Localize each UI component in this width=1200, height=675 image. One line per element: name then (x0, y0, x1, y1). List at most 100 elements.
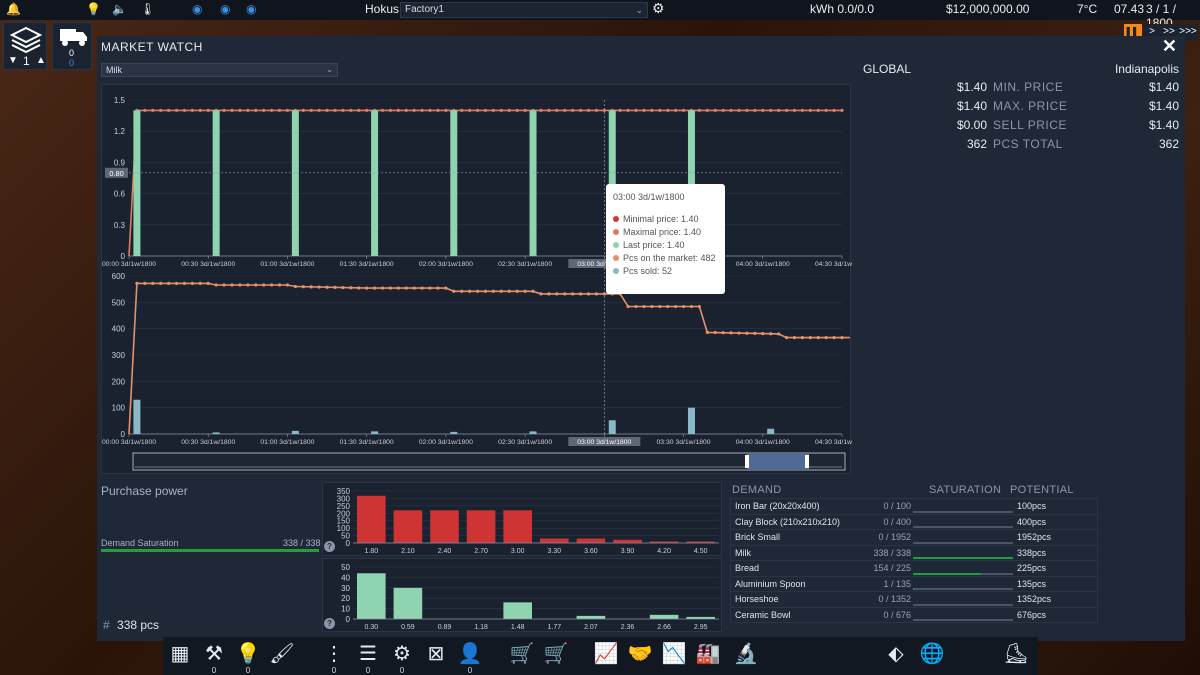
series-marker (309, 285, 313, 289)
series-marker (547, 292, 551, 296)
series-marker (531, 289, 535, 293)
help-icon-2[interactable]: ? (324, 618, 335, 629)
series-marker (357, 286, 361, 290)
visibility-eye-icon-1[interactable]: ◉ (192, 2, 203, 16)
bar (291, 110, 299, 257)
legend-dot-icon (613, 215, 619, 222)
series-marker (333, 285, 337, 290)
visibility-eye-icon-3[interactable]: ◉ (246, 2, 257, 16)
sell-cart-icon[interactable]: 🛒 (543, 643, 569, 665)
series-marker (650, 304, 654, 309)
settings-list-icon[interactable]: ⚙ (393, 643, 411, 665)
demand-row[interactable]: Clay Block (210x210x210) 0 / 400 400pcs (731, 515, 1097, 530)
thermometer-icon[interactable]: 🌡 (140, 2, 156, 16)
trucks-button[interactable]: 0 0 (52, 22, 92, 70)
globe-icon[interactable]: 🌐 (919, 643, 945, 665)
demand-saturation: 0 / 1352 (878, 594, 911, 604)
series-marker (246, 108, 250, 112)
series-marker (270, 108, 274, 112)
worker-person-icon[interactable]: 👤 (457, 643, 483, 665)
visibility-eye-icon-2[interactable]: ◉ (220, 2, 231, 16)
brick-wall-icon[interactable]: ▦ (170, 643, 190, 665)
y-tick-label: 200 (112, 377, 126, 386)
price-history-chart-panel[interactable]: 0 0.3 0.6 0.9 1.2 1.5 00:00 3d/1w/1800 00:30 3d… (101, 84, 869, 475)
demand-row[interactable]: Iron Bar (20x20x400) 0 / 100 100pcs (731, 499, 1097, 515)
layer-down-arrow[interactable]: ▼ (8, 55, 18, 66)
research-lightbulb-icon[interactable]: 💡 (235, 643, 261, 665)
demand-product-name: Aluminium Spoon (735, 578, 806, 589)
crate-icon[interactable]: ⊠ (427, 643, 445, 665)
navigator-right-handle (805, 455, 809, 468)
series-marker (182, 281, 187, 285)
demand-row[interactable]: Ceramic Bowl 0 / 676 676pcs (731, 608, 1097, 623)
legend-dot-icon (613, 241, 619, 248)
series-marker (325, 285, 329, 289)
market-trend-icon[interactable]: 📈 (593, 643, 619, 665)
tooltip-line-text: Pcs sold: 52 (623, 265, 673, 276)
series-marker (491, 289, 496, 293)
layers-button[interactable]: ▼ 1 ▲ (3, 22, 47, 70)
series-line (128, 109, 842, 257)
microscope-icon[interactable]: 🔬 (733, 643, 759, 665)
task-list-icon[interactable]: ☰ (359, 643, 377, 665)
series-marker (539, 108, 543, 112)
close-icon[interactable]: ✕ (1161, 36, 1177, 56)
paint-brush-icon[interactable]: 🖌 (269, 643, 295, 665)
market-chart-icon[interactable]: 📉 (661, 643, 687, 665)
bar (291, 430, 299, 434)
x-tick-label: 0.89 (438, 624, 452, 631)
speaker-icon[interactable]: 🔈 (112, 2, 127, 16)
series-marker (713, 330, 717, 335)
demand-row[interactable]: Horseshoe 0 / 1352 1352pcs (731, 592, 1097, 608)
series-marker (824, 336, 828, 340)
build-hammer-icon[interactable]: ⚒ (205, 643, 223, 665)
demand-saturation-label: Demand Saturation (101, 538, 179, 548)
exit-boot-icon[interactable]: ⛸ (1003, 643, 1029, 665)
series-marker (198, 281, 202, 285)
demand-saturation-value: 338 / 338 (283, 538, 321, 548)
series-marker (737, 108, 741, 112)
x-tick-label: 2.95 (694, 624, 708, 631)
x-tick-label: 03:00 3d/1w/1800 (577, 439, 631, 446)
histogram-bar (649, 614, 679, 619)
lightbulb-icon[interactable]: 💡 (86, 2, 101, 16)
handshake-icon[interactable]: 🤝 (627, 643, 653, 665)
alarm-bell-icon[interactable]: 🔔 (6, 2, 21, 16)
bar (529, 431, 537, 434)
x-tick-label: 01:00 3d/1w/1800 (260, 439, 314, 446)
histogram-bar (686, 541, 715, 543)
demand-potential: 400pcs (1017, 516, 1047, 527)
layers-icon (9, 26, 43, 54)
series-marker (412, 108, 416, 112)
demand-row[interactable]: Bread 154 / 225 225pcs (731, 561, 1097, 577)
factory-select-value: Factory1 (405, 4, 444, 15)
series-marker (658, 108, 662, 112)
demand-row[interactable]: Brick Small 0 / 1952 1952pcs (731, 530, 1097, 546)
series-marker (325, 108, 329, 112)
factory-stats-icon[interactable]: 🏭 (695, 643, 721, 665)
series-marker (491, 108, 496, 112)
layer-up-arrow[interactable]: ▲ (36, 55, 46, 66)
truck-count-bottom: 0 (69, 58, 75, 68)
demand-row[interactable]: Milk 338 / 338 338pcs (731, 546, 1097, 561)
demand-table: DEMAND SATURATION POTENTIAL Iron Bar (20… (730, 482, 1100, 623)
production-flow-icon[interactable]: ⋮ (324, 643, 344, 665)
gear-icon[interactable]: ⚙ (652, 0, 665, 16)
factory-select[interactable]: Factory1 ⌄ (400, 2, 648, 18)
series-marker (341, 285, 345, 290)
price-history-charts[interactable]: 0 0.3 0.6 0.9 1.2 1.5 00:00 3d/1w/1800 00:30 3d… (102, 85, 869, 475)
histogram-bar (393, 587, 423, 619)
series-marker (642, 108, 646, 112)
help-icon-1[interactable]: ? (324, 541, 335, 552)
info-label: MIN. PRICE (993, 80, 1064, 94)
series-marker (578, 292, 583, 296)
x-tick-label: 2.07 (584, 624, 598, 631)
saturation-track (913, 572, 1013, 575)
series-marker (436, 286, 440, 290)
product-select[interactable]: Milk ⌄ (101, 63, 338, 77)
logistics-flow-icon[interactable]: ⬖ (888, 643, 904, 665)
bar (450, 110, 458, 257)
buy-cart-icon[interactable]: 🛒 (509, 643, 535, 665)
series-marker (270, 283, 274, 287)
demand-row[interactable]: Aluminium Spoon 1 / 135 135pcs (731, 577, 1097, 592)
